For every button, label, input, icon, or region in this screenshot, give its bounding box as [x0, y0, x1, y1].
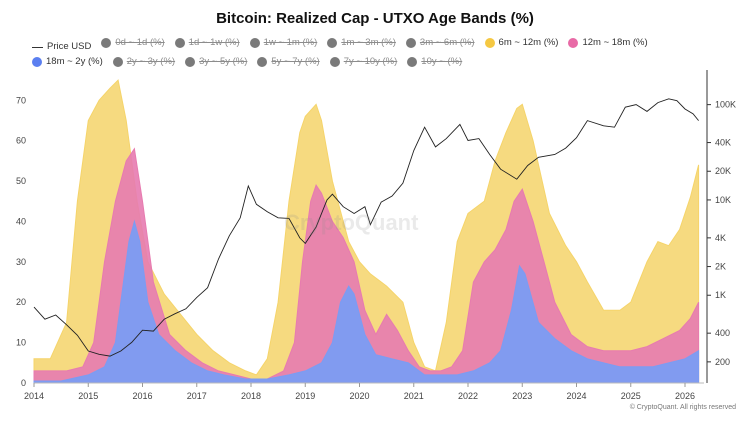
- y-right-tick-label: 10K: [715, 195, 731, 205]
- y-right-tick-label: 400: [715, 328, 730, 338]
- x-tick-label: 2019: [295, 391, 315, 401]
- legend-swatch: [32, 46, 43, 48]
- x-tick-label: 2023: [512, 391, 532, 401]
- legend-label: 6m ~ 12m (%): [498, 37, 559, 48]
- legend-swatch: [112, 56, 123, 67]
- legend-swatch: [249, 37, 260, 48]
- legend-swatch: [484, 37, 495, 48]
- x-tick-label: 2016: [132, 391, 152, 401]
- y-left-tick-label: 10: [16, 338, 26, 348]
- legend-item[interactable]: 0d ~ 1d (%): [101, 35, 165, 50]
- x-tick-label: 2017: [187, 391, 207, 401]
- x-tick-label: 2014: [24, 391, 44, 401]
- legend-item[interactable]: 10y ~ (%): [407, 54, 462, 69]
- y-right-tick-label: 20K: [715, 166, 731, 176]
- legend-item[interactable]: Price USD: [32, 39, 91, 54]
- x-tick-label: 2020: [349, 391, 369, 401]
- legend-item[interactable]: 7y ~ 10y (%): [329, 54, 398, 69]
- legend-label: 7y ~ 10y (%): [343, 56, 398, 67]
- legend-swatch: [32, 56, 42, 67]
- legend-swatch: [405, 37, 416, 48]
- y-left-tick-label: 60: [16, 136, 26, 146]
- legend-swatch: [257, 56, 268, 67]
- legend-item[interactable]: 3m ~ 6m (%): [405, 35, 475, 50]
- x-tick-label: 2024: [566, 391, 586, 401]
- area-series-2: [33, 219, 700, 384]
- legend-label: 2y ~ 3y (%): [126, 56, 176, 67]
- legend-item[interactable]: 18m ~ 2y (%): [32, 54, 103, 69]
- x-tick-label: 2026: [675, 391, 695, 401]
- legend-item[interactable]: 12m ~ 18m (%): [568, 35, 648, 50]
- legend-label: Price USD: [47, 41, 92, 52]
- legend-label: 10y ~ (%): [421, 56, 463, 67]
- credit-text: © CryptoQuant. All rights reserved: [629, 404, 736, 411]
- y-right-tick-label: 4K: [715, 233, 726, 243]
- legend-label: 1d ~ 1w (%): [188, 37, 240, 48]
- legend-label: 3m ~ 6m (%): [419, 37, 475, 48]
- legend-swatch: [329, 56, 340, 67]
- y-left-tick-label: 20: [16, 297, 26, 307]
- y-left-tick-label: 70: [16, 95, 26, 105]
- legend-item[interactable]: 1m ~ 3m (%): [327, 35, 396, 50]
- legend-label: 12m ~ 18m (%): [582, 37, 648, 48]
- y-right-tick-label: 200: [715, 357, 730, 367]
- legend-swatch: [174, 37, 185, 48]
- price-line: [33, 98, 699, 357]
- legend-item[interactable]: 6m ~ 12m (%): [484, 35, 559, 50]
- y-right-tick-label: 40K: [715, 138, 731, 148]
- x-tick-label: 2015: [78, 391, 98, 401]
- chart-title: Bitcoin: Realized Cap - UTXO Age Bands (…: [216, 10, 534, 27]
- y-left-tick-label: 30: [16, 257, 26, 267]
- y-left-tick-label: 40: [16, 216, 26, 226]
- x-tick-label: 2021: [404, 391, 424, 401]
- x-tick-label: 2018: [241, 391, 261, 401]
- legend-swatch: [327, 37, 338, 48]
- legend-label: 0d ~ 1d (%): [115, 37, 165, 48]
- y-left-tick-label: 50: [16, 176, 26, 186]
- legend-item[interactable]: 2y ~ 3y (%): [112, 54, 176, 69]
- chart-legend: Price USD 0d ~ 1d (%) 1d ~ 1w (%) 1w ~ 1m (…: [32, 35, 732, 72]
- y-right-tick-label: 2K: [715, 262, 726, 272]
- legend-label: 3y ~ 5y (%): [199, 56, 248, 67]
- legend-swatch: [101, 37, 112, 48]
- legend-label: 1m ~ 3m (%): [341, 37, 396, 48]
- y-right-tick-label: 100K: [715, 100, 736, 110]
- legend-swatch: [185, 56, 196, 67]
- legend-item[interactable]: 5y ~ 7y (%): [257, 54, 320, 69]
- legend-swatch: [568, 37, 579, 48]
- legend-swatch: [407, 56, 418, 67]
- legend-item[interactable]: 1w ~ 1m (%): [249, 35, 318, 50]
- y-left-tick-label: 0: [21, 378, 26, 388]
- legend-item[interactable]: 3y ~ 5y (%): [185, 54, 247, 69]
- legend-label: 18m ~ 2y (%): [46, 56, 103, 67]
- x-tick-label: 2022: [458, 391, 478, 401]
- legend-label: 5y ~ 7y (%): [271, 56, 320, 67]
- legend-label: 1w ~ 1m (%): [263, 37, 318, 48]
- y-right-tick-label: 1K: [715, 290, 726, 300]
- legend-item[interactable]: 1d ~ 1w (%): [174, 35, 240, 50]
- x-tick-label: 2025: [621, 391, 641, 401]
